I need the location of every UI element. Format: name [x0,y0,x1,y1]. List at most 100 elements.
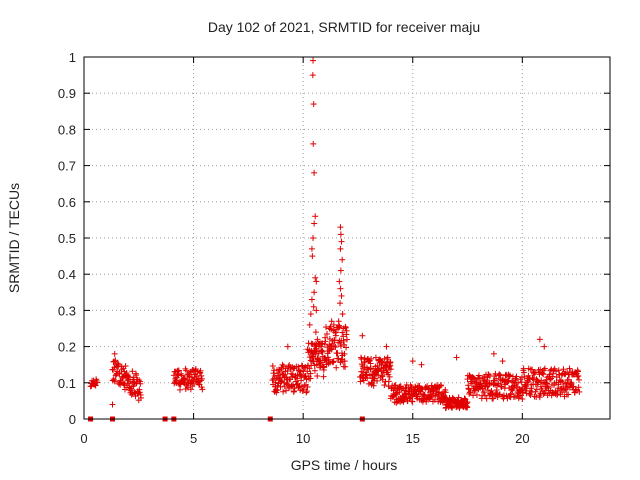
data-point [309,72,316,79]
data-point [297,387,304,394]
data-point [358,356,365,363]
data-point [330,359,337,366]
data-point [467,389,474,396]
data-point [328,346,335,353]
data-point [122,363,129,370]
data-point [197,367,204,374]
data-point [562,387,569,394]
data-point [498,383,505,390]
data-point [341,350,348,357]
data-point [499,358,506,365]
data-point [337,231,344,238]
data-point [533,386,540,393]
data-point [575,376,582,383]
data-point [278,378,285,385]
data-point [442,405,449,412]
data-point [475,372,482,379]
y-tick-label: 0.5 [58,231,76,246]
data-point [270,370,277,377]
data-point [392,382,399,389]
data-point [507,372,514,379]
data-point [336,278,343,285]
data-point [279,361,286,368]
data-point [375,366,382,373]
data-point [306,321,313,328]
data-point [137,394,144,401]
data-point [116,369,123,376]
data-series [87,57,583,422]
data-point [339,256,346,263]
data-point [503,392,510,399]
data-point [133,372,140,379]
data-point [566,365,573,372]
data-point [172,375,179,382]
data-point [320,363,327,370]
y-tick-label: 0.2 [58,340,76,355]
data-point [333,329,340,336]
data-point [323,330,330,337]
data-point [269,362,276,369]
x-tick-label: 15 [406,431,420,446]
data-point [341,358,348,365]
data-point [442,389,449,396]
data-point [391,382,398,389]
data-point [485,371,492,378]
data-point [128,391,135,398]
data-point [540,371,547,378]
data-point [490,350,497,357]
data-point [529,366,536,373]
data-point [311,220,318,227]
data-point [336,323,343,330]
data-point [340,337,347,344]
data-point [372,354,379,361]
data-point [482,378,489,385]
data-point [336,300,343,307]
data-point [314,373,321,380]
data-point [187,386,194,393]
data-point [303,388,310,395]
data-point [111,350,118,357]
data-point [337,267,344,274]
data-point [313,307,320,314]
chart-title: Day 102 of 2021, SRMTID for receiver maj… [208,19,480,35]
data-point [386,373,393,380]
data-point [572,386,579,393]
axis-ticks [83,56,610,420]
data-point [387,359,394,366]
data-point [383,343,390,350]
data-point [570,383,577,390]
data-point [312,329,319,336]
data-point [131,389,138,396]
x-tick-label: 0 [80,431,87,446]
data-point [270,375,277,382]
data-point [176,386,183,393]
data-point [393,391,400,398]
data-point [307,311,314,318]
data-point [365,380,372,387]
data-point [198,372,205,379]
data-point [291,385,298,392]
data-point [137,380,144,387]
data-point [508,378,515,385]
data-point [315,350,322,357]
data-point [339,311,346,318]
data-point [272,379,279,386]
data-point [409,398,416,405]
data-point [537,366,544,373]
data-point [310,357,317,364]
data-point [560,366,567,373]
data-point [314,336,321,343]
data-point [333,364,340,371]
data-point [338,292,345,299]
data-point [550,370,557,377]
data-point [396,389,403,396]
data-point [343,344,350,351]
data-point [94,379,101,386]
data-point [453,354,460,361]
data-point [313,361,320,368]
data-point [387,366,394,373]
data-point [344,336,350,343]
data-point [438,382,445,389]
x-tick-label: 10 [296,431,310,446]
